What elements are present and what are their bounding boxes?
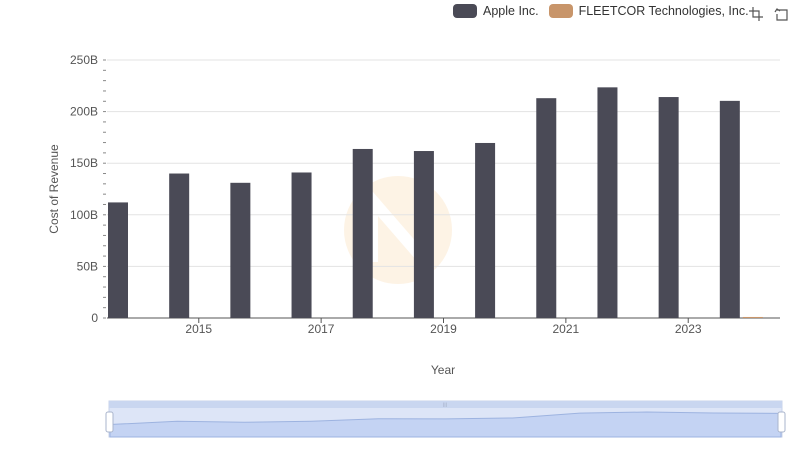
bar-apple[interactable]: [169, 173, 190, 318]
x-tick-label: 2023: [675, 322, 702, 336]
bar-apple[interactable]: [291, 172, 312, 318]
bar-apple[interactable]: [658, 97, 679, 318]
slider-top-handle-bar[interactable]: [109, 401, 782, 408]
bar-apple[interactable]: [230, 182, 251, 318]
x-tick-label: 2021: [553, 322, 580, 336]
slider-grip[interactable]: III: [442, 403, 447, 409]
bar-fleetcor[interactable]: [742, 316, 763, 318]
zoom-icon[interactable]: [748, 6, 764, 22]
y-tick-label: 100B: [70, 208, 98, 222]
data-zoom-slider[interactable]: III: [105, 400, 786, 438]
legend-label-fleetcor: FLEETCOR Technologies, Inc.: [578, 4, 749, 18]
x-axis: 2015 2017 2019 2021 2023: [107, 317, 780, 336]
bar-apple[interactable]: [536, 98, 557, 319]
x-tick-label: 2017: [308, 322, 335, 336]
legend: Apple Inc. FLEETCOR Technologies, Inc.: [453, 4, 759, 18]
legend-swatch-fleetcor: [548, 4, 573, 18]
x-tick-label: 2019: [430, 322, 457, 336]
y-tick-label: 150B: [70, 156, 98, 170]
legend-item-apple[interactable]: Apple Inc.: [453, 4, 539, 18]
slider-overview-line: [109, 411, 782, 438]
bar-apple[interactable]: [475, 142, 496, 318]
legend-item-fleetcor[interactable]: FLEETCOR Technologies, Inc.: [548, 4, 749, 18]
y-tick-label: 50B: [77, 259, 98, 273]
bar-apple[interactable]: [597, 87, 618, 319]
bars: [108, 87, 763, 319]
bar-apple[interactable]: [719, 100, 740, 318]
bar-apple[interactable]: [413, 151, 434, 318]
y-tick-label: 200B: [70, 105, 98, 119]
legend-swatch-apple: [453, 4, 477, 18]
restore-icon[interactable]: [774, 6, 790, 22]
grid: [107, 59, 780, 319]
legend-label-apple: Apple Inc.: [483, 4, 539, 18]
slider-right-handle[interactable]: [777, 411, 786, 433]
slider-left-handle[interactable]: [105, 411, 114, 433]
y-tick-label: 250B: [70, 53, 98, 67]
x-axis-label: Year: [431, 363, 455, 377]
bar-apple[interactable]: [352, 148, 373, 318]
y-axis-label: Cost of Revenue: [47, 144, 61, 234]
y-axis: 0 50B 100B 150B 200B 250B: [70, 53, 106, 325]
x-tick-label: 2015: [185, 322, 212, 336]
bar-apple[interactable]: [108, 202, 128, 318]
y-tick-label: 0: [91, 311, 98, 325]
